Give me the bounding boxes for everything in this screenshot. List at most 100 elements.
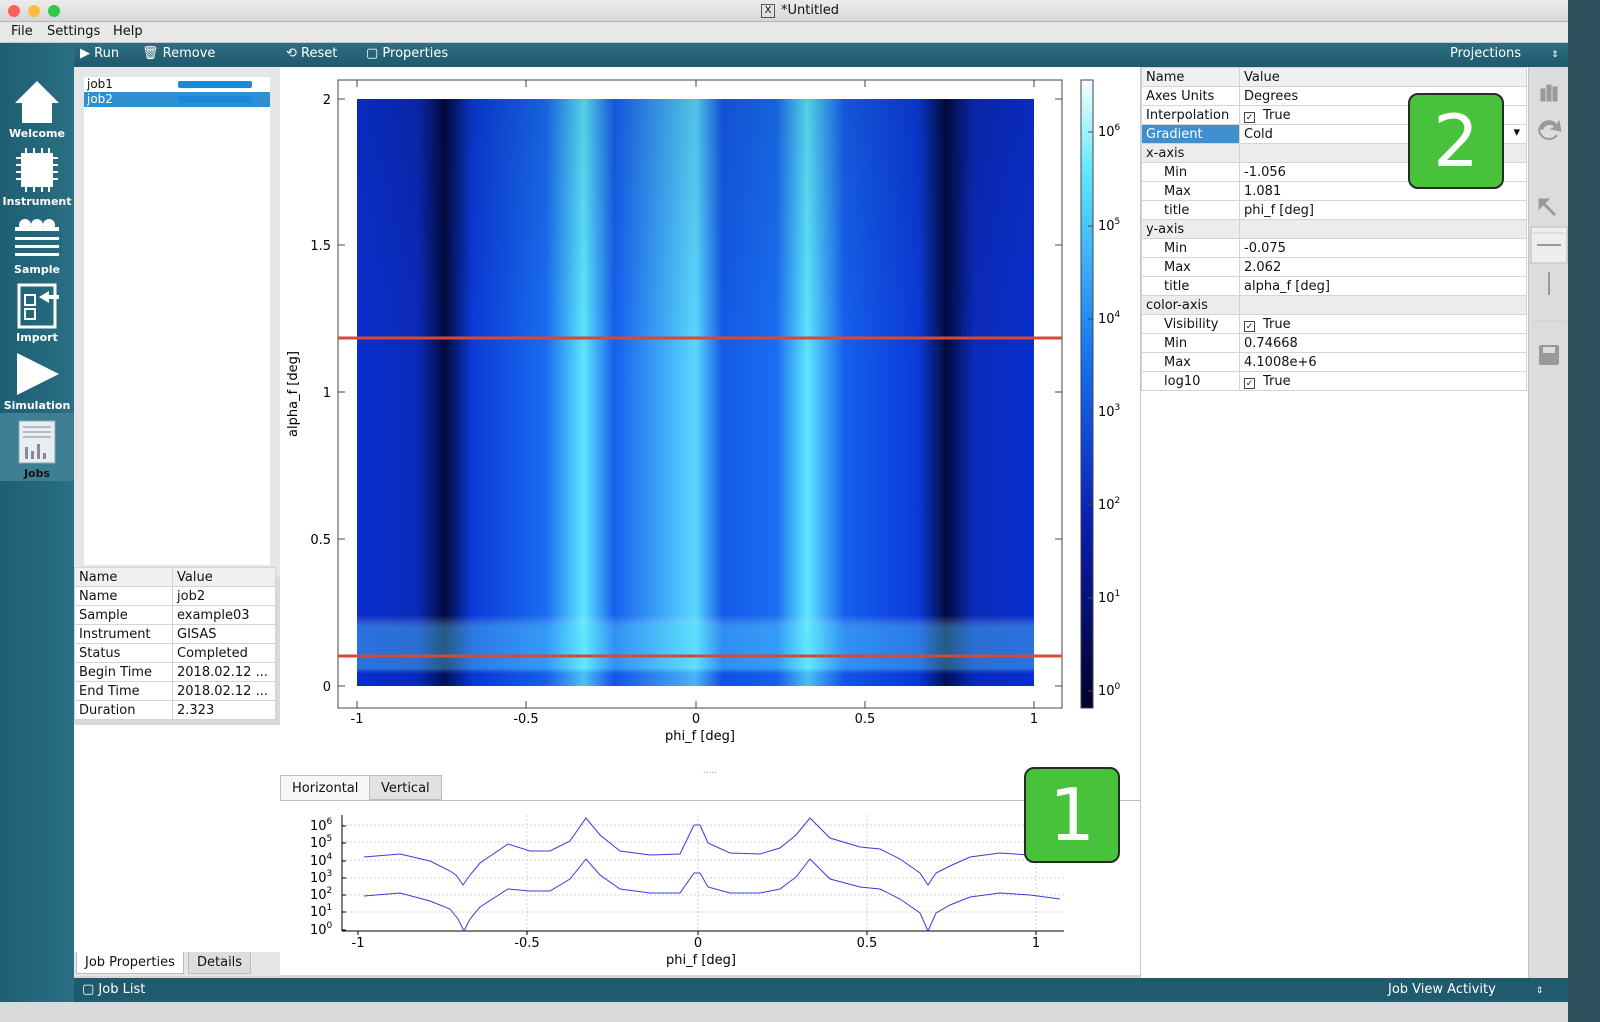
projections-label: Projections <box>1450 46 1522 61</box>
checkbox[interactable]: ✓ <box>1244 377 1255 389</box>
column-header: Name <box>1141 67 1240 87</box>
window-title: *Untitled <box>781 3 839 18</box>
swap-icon[interactable] <box>1538 119 1562 132</box>
jobs-icon <box>18 420 56 464</box>
prop-value[interactable]: job2 <box>172 586 276 606</box>
run-button[interactable]: ▶ Run <box>80 46 119 61</box>
close-window-button[interactable] <box>8 5 20 17</box>
prop-name: Interpolation <box>1141 105 1240 125</box>
remove-button[interactable]: 🗑 Remove <box>142 46 215 61</box>
job-name: job2 <box>87 92 113 106</box>
job-bottom-tabs: Job Properties Details <box>74 952 280 976</box>
job-list-item[interactable]: job1 <box>84 77 270 92</box>
prop-value: 2018.02.12 ... <box>172 681 276 701</box>
prop-name: y-axis <box>1141 219 1240 239</box>
job-list: job1 job2 <box>84 77 270 565</box>
colorbar-tick-label: 102 <box>1098 496 1120 513</box>
prop-value[interactable]: 2.062 <box>1239 257 1527 277</box>
prop-value-text: True <box>1263 316 1291 332</box>
job-list-label: Job List <box>98 982 146 997</box>
colorbar-tick-label: 101 <box>1098 589 1120 606</box>
status-bar: ▢ Job List Job View Activity ⇕ <box>74 978 1600 1002</box>
job-properties-table: Name Value Name job2 Sample example03 Instr… <box>74 567 276 720</box>
tab-details[interactable]: Details <box>188 952 252 974</box>
prop-value[interactable]: ✓ True <box>1239 371 1527 391</box>
column-header: Value <box>1239 67 1527 87</box>
y-tick-label: 2 <box>323 93 331 108</box>
prop-name: Min <box>1141 333 1240 353</box>
colorbar-tick-label: 103 <box>1098 403 1120 420</box>
sidebar-item-jobs[interactable]: Jobs <box>0 413 74 481</box>
prop-value-text: -0.075 <box>1244 240 1286 256</box>
job-list-panel: job1 job2 <box>74 67 280 577</box>
splitter-handle[interactable]: ..... <box>703 766 717 776</box>
menu-settings[interactable]: Settings <box>47 24 101 39</box>
prop-value[interactable]: alpha_f [deg] <box>1239 276 1527 296</box>
sidebar-item-simulation[interactable]: Simulation <box>0 345 74 413</box>
reset-button[interactable]: ⟲ Reset <box>286 46 337 61</box>
prop-name: Max <box>1141 352 1240 372</box>
projection-curve-lower <box>363 858 1061 933</box>
remove-label: Remove <box>162 46 216 61</box>
projections-dropdown[interactable]: Projections ⇕ <box>1450 46 1559 61</box>
checkbox[interactable]: ✓ <box>1244 320 1255 332</box>
job-properties-empty <box>74 725 280 952</box>
right-tool-strip <box>1528 67 1568 978</box>
sidebar-item-welcome[interactable]: Welcome <box>0 73 74 141</box>
menu-help[interactable]: Help <box>113 24 143 39</box>
prop-name: Instrument <box>74 624 173 644</box>
prop-value[interactable]: -0.075 <box>1239 238 1527 258</box>
title-bar: X *Untitled <box>0 0 1600 22</box>
intensity-map[interactable]: -1 -0.5 0 0.5 1 0 0.5 1 1.5 2 100 101 102 103 104 105… <box>280 67 1140 776</box>
prop-name: x-axis <box>1141 143 1240 163</box>
sidebar-label: Jobs <box>23 467 51 480</box>
pan-hand-icon[interactable] <box>1540 88 1546 102</box>
tab-job-properties[interactable]: Job Properties <box>76 952 184 974</box>
x-tick-label: 1 <box>1030 712 1038 727</box>
prop-value[interactable]: ✓ True <box>1239 314 1527 334</box>
sidebar-item-sample[interactable]: Sample <box>0 209 74 277</box>
checkbox[interactable]: ✓ <box>1244 111 1255 123</box>
prop-name: Min <box>1141 162 1240 182</box>
prop-value[interactable]: 0.74668 <box>1239 333 1527 353</box>
annotation-badge-2: 2 <box>1408 93 1504 189</box>
y-axis-ticks: 0 0.5 1 1.5 2 <box>310 93 1062 695</box>
tab-vertical[interactable]: Vertical <box>369 775 442 800</box>
projection-y-tick-label: 101 <box>310 903 332 920</box>
tab-horizontal[interactable]: Horizontal <box>280 775 371 800</box>
prop-name: title <box>1141 200 1240 220</box>
table-row: log10 ✓ True <box>1141 371 1527 391</box>
prop-value: GISAS <box>172 624 276 644</box>
column-header: Value <box>172 567 276 587</box>
prop-value[interactable]: 4.1008e+6 <box>1239 352 1527 372</box>
sidebar-item-instrument[interactable]: Instrument <box>0 141 74 209</box>
activity-selector[interactable]: Job View Activity ⇕ <box>1388 978 1543 1003</box>
table-row: Begin Time 2018.02.12 ... <box>74 662 276 682</box>
y-tick-label: 1.5 <box>310 239 331 254</box>
prop-name: Max <box>1141 181 1240 201</box>
x-tick-label: -0.5 <box>513 712 538 727</box>
y-tick-label: 0.5 <box>310 533 331 548</box>
maximize-window-button[interactable] <box>48 5 60 17</box>
sidebar-item-import[interactable]: Import <box>0 277 74 345</box>
job-progress-bar <box>178 81 252 88</box>
panel-icon: ▢ <box>366 46 383 61</box>
minimize-window-button[interactable] <box>28 5 40 17</box>
prop-name: Duration <box>74 700 173 720</box>
job-list-toggle[interactable]: ▢ Job List <box>82 978 145 1002</box>
prop-name: log10 <box>1141 371 1240 391</box>
chevron-down-icon[interactable]: ▾ <box>1513 125 1520 141</box>
sidebar-label: Instrument <box>2 195 72 208</box>
job-name: job1 <box>87 77 113 91</box>
prop-value[interactable]: phi_f [deg] <box>1239 200 1527 220</box>
properties-button[interactable]: ▢ Properties <box>366 46 448 61</box>
prop-value-text: 1.081 <box>1244 183 1282 199</box>
job-list-item[interactable]: job2 <box>84 92 270 107</box>
prop-value: 2018.02.12 ... <box>172 662 276 682</box>
properties-panel: Name Value Axes Units Degrees Interpolation… <box>1140 67 1528 978</box>
projection-x-label: phi_f [deg] <box>666 953 736 968</box>
colorbar-ticks: 100 101 102 103 104 105 106 <box>1088 123 1121 699</box>
menu-file[interactable]: File <box>11 24 33 39</box>
